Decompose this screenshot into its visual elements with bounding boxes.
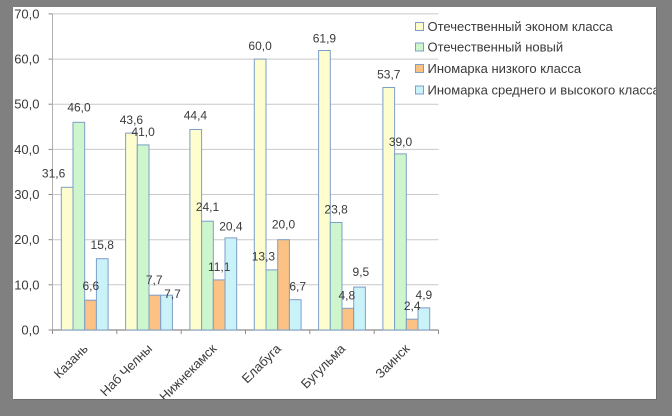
svg-text:46,0: 46,0 — [67, 101, 91, 115]
svg-text:Нижнекамск: Нижнекамск — [156, 341, 219, 399]
svg-text:50,0: 50,0 — [14, 97, 39, 112]
svg-text:60,0: 60,0 — [14, 52, 39, 67]
svg-text:Елабуга: Елабуга — [239, 340, 285, 386]
svg-text:10,0: 10,0 — [14, 277, 39, 292]
svg-text:11,1: 11,1 — [208, 260, 231, 274]
svg-text:20,0: 20,0 — [272, 218, 296, 232]
svg-text:40,0: 40,0 — [14, 142, 39, 157]
svg-text:Заинск: Заинск — [372, 341, 412, 381]
svg-text:23,8: 23,8 — [324, 203, 348, 217]
svg-text:0,0: 0,0 — [21, 323, 39, 338]
svg-text:30,0: 30,0 — [14, 187, 39, 202]
svg-text:4,9: 4,9 — [416, 288, 433, 302]
svg-text:53,7: 53,7 — [377, 68, 401, 82]
svg-text:61,9: 61,9 — [313, 32, 337, 46]
svg-text:60,0: 60,0 — [248, 39, 272, 53]
svg-text:43,6: 43,6 — [120, 113, 144, 127]
svg-text:39,0: 39,0 — [389, 135, 413, 149]
svg-text:9,5: 9,5 — [353, 265, 370, 279]
svg-text:Отечественный новый: Отечественный новый — [428, 40, 564, 55]
svg-text:2,4: 2,4 — [404, 299, 421, 313]
svg-text:44,4: 44,4 — [184, 109, 208, 123]
svg-text:Наб Челны: Наб Челны — [97, 341, 155, 399]
svg-text:Иномарка среднего и высокого к: Иномарка среднего и высокого класса — [428, 83, 657, 98]
svg-text:6,6: 6,6 — [82, 279, 99, 293]
svg-text:Бугульма: Бугульма — [298, 340, 349, 391]
svg-text:7,7: 7,7 — [164, 287, 181, 301]
svg-text:4,8: 4,8 — [338, 288, 355, 302]
svg-text:15,8: 15,8 — [91, 238, 115, 252]
svg-text:41,0: 41,0 — [131, 125, 155, 139]
svg-text:Иномарка низкого класса: Иномарка низкого класса — [428, 61, 582, 76]
svg-text:Отечественный эконом класса: Отечественный эконом класса — [428, 19, 614, 34]
svg-text:70,0: 70,0 — [14, 7, 39, 21]
svg-text:6,7: 6,7 — [289, 279, 306, 293]
svg-text:24,1: 24,1 — [196, 200, 220, 214]
svg-text:31,6: 31,6 — [42, 167, 66, 181]
svg-text:13,3: 13,3 — [252, 250, 276, 264]
svg-text:20,4: 20,4 — [219, 220, 243, 234]
svg-text:7,7: 7,7 — [146, 273, 163, 287]
svg-text:20,0: 20,0 — [14, 232, 39, 247]
svg-text:Казань: Казань — [51, 341, 91, 381]
